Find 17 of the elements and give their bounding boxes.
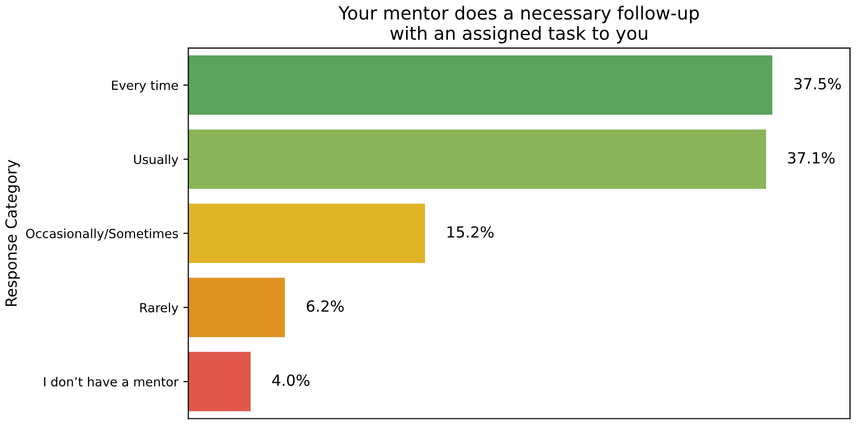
y-tick-label: I don’t have a mentor (44, 376, 179, 386)
data-label: 15.2% (448, 226, 494, 238)
data-label: 4.0% (272, 374, 310, 386)
bar (188, 130, 766, 189)
bar (188, 278, 285, 338)
y-tick-label: Every time (112, 80, 178, 92)
data-label: 37.1% (788, 152, 835, 164)
data-label: 6.2% (306, 300, 344, 312)
data-label: 37.5% (794, 78, 841, 90)
chart-title: Your mentor does a necessary follow-up with an assigned task to you (338, 6, 699, 44)
bar (188, 204, 426, 263)
bar (188, 352, 251, 412)
y-axis-title: Response Category (5, 160, 20, 306)
bar (188, 55, 772, 115)
y-tick-label: Rarely (140, 302, 178, 315)
y-tick-label: Usually (134, 154, 178, 167)
y-tick-label: Occasionally/Sometimes (26, 228, 178, 241)
